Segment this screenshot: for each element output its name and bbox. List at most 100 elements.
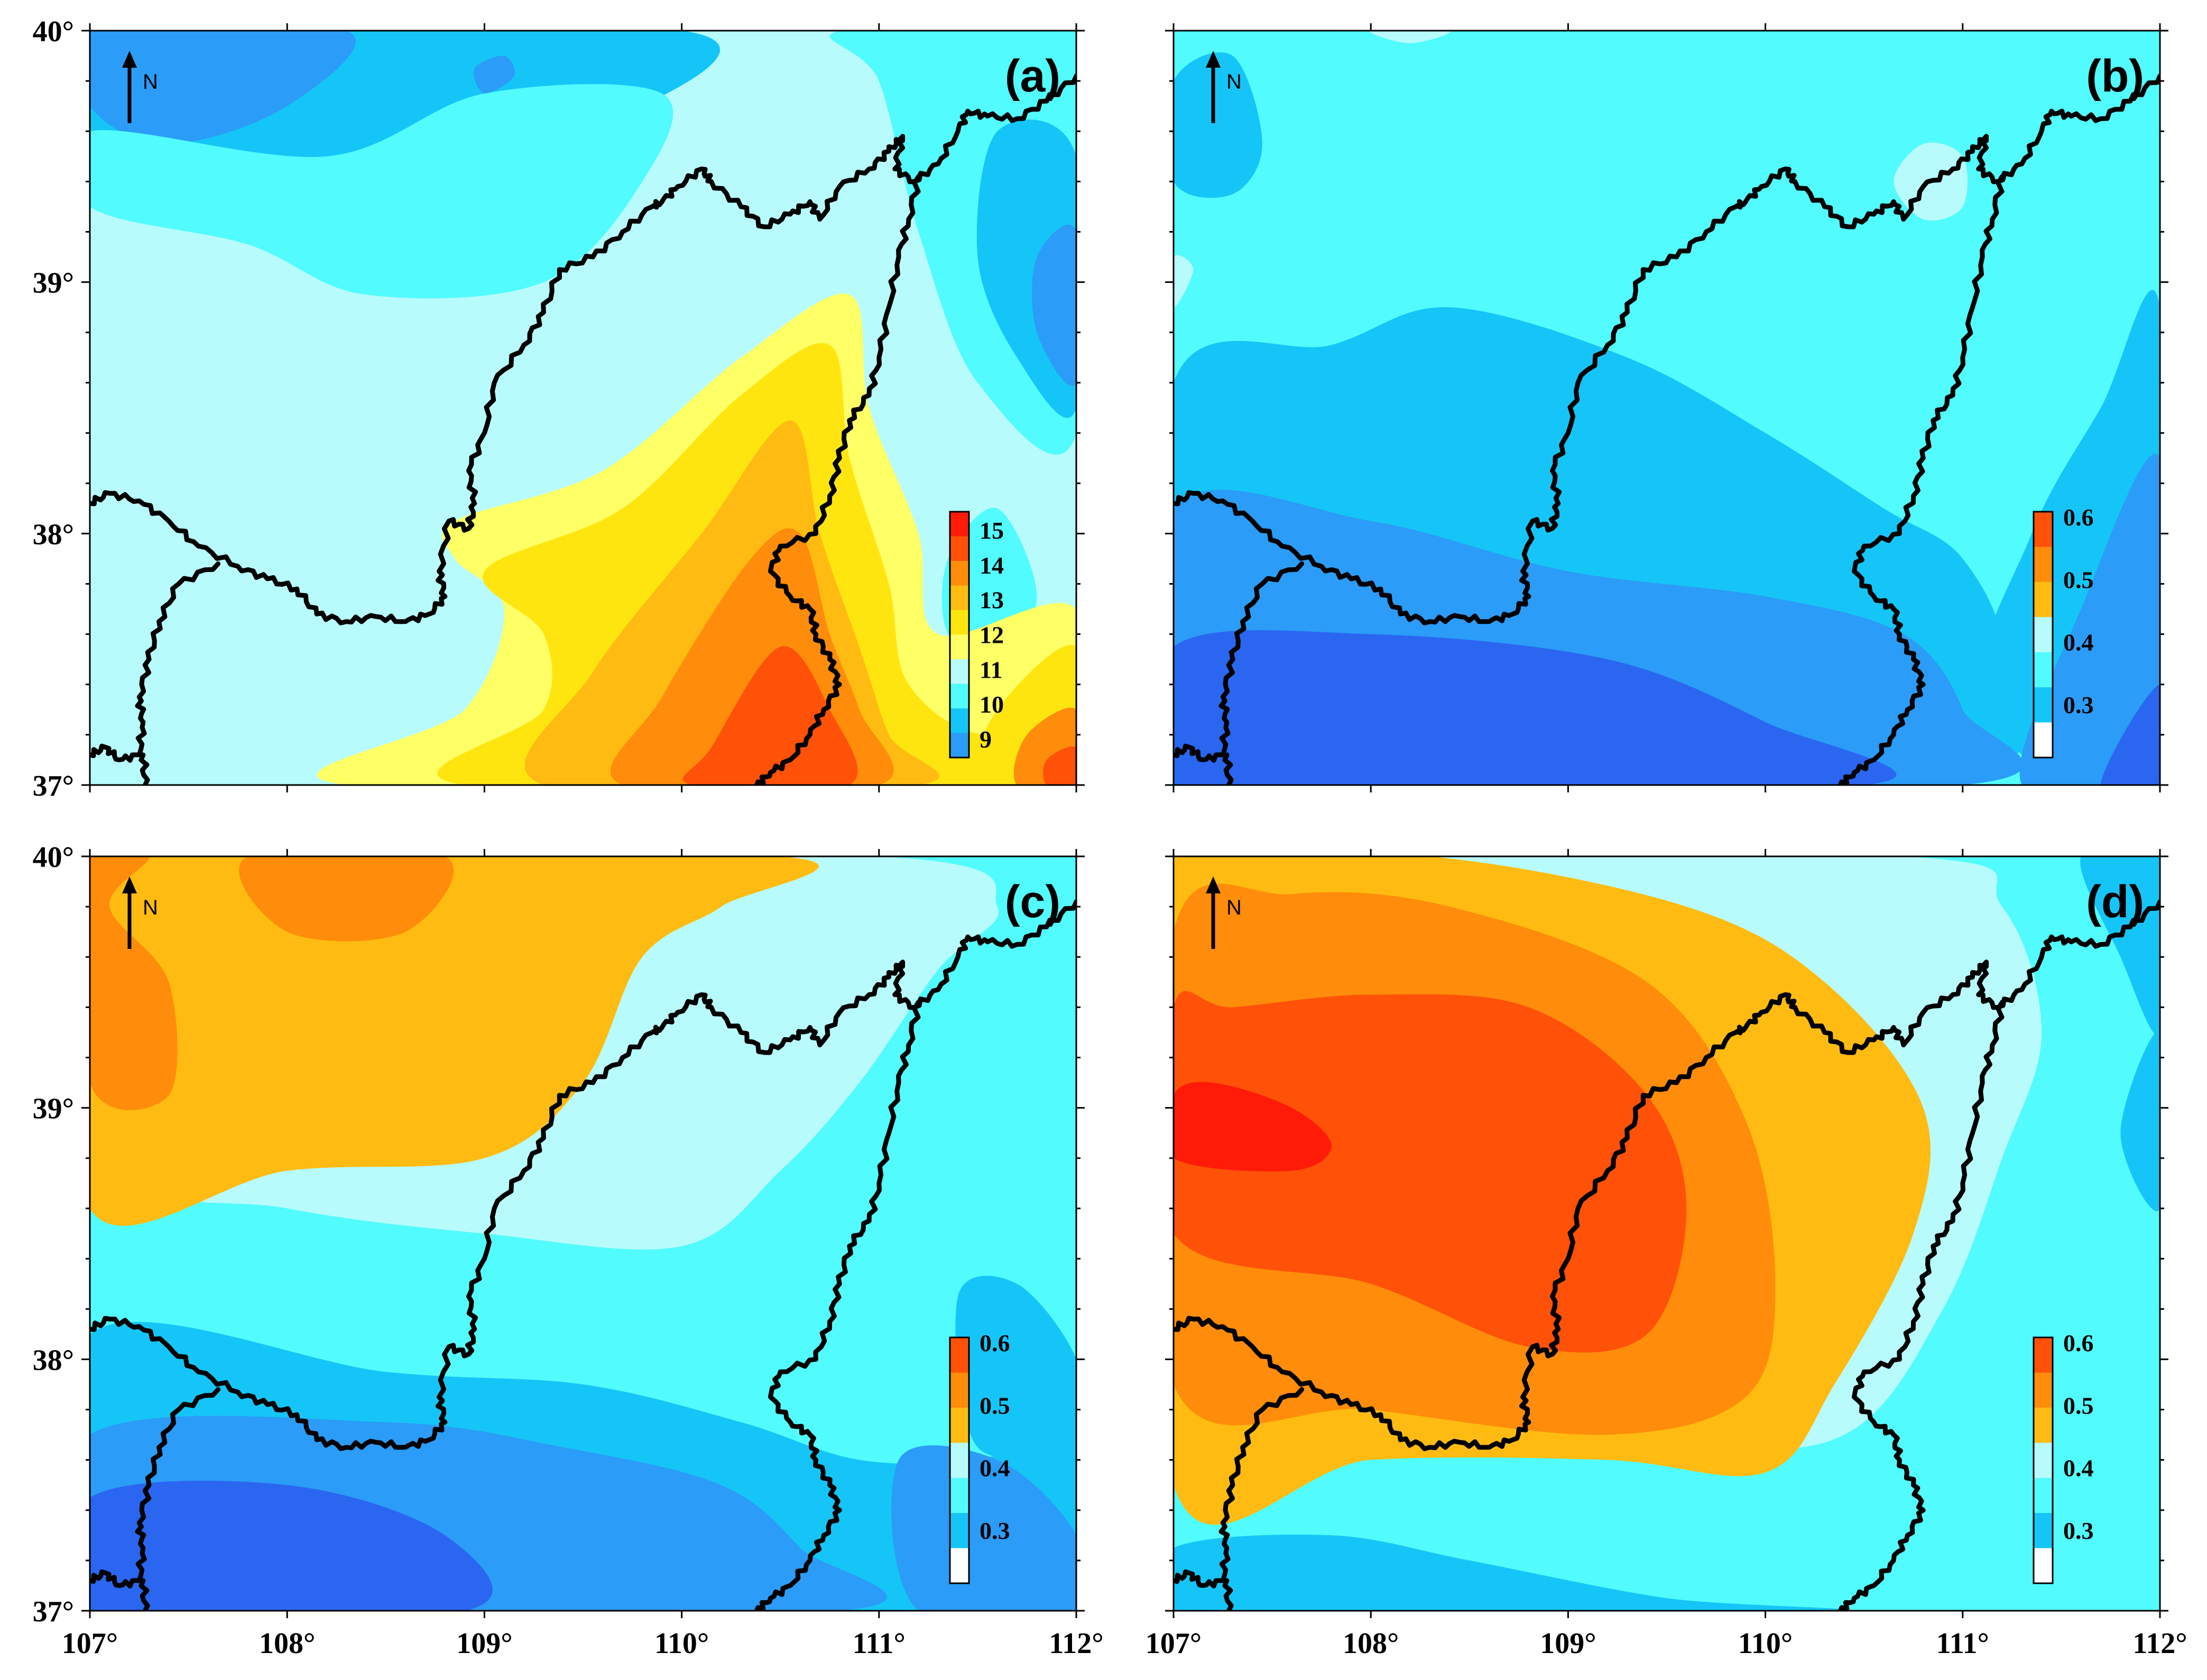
colorbar: 0.6 0.5 0.4 0.3	[2033, 504, 2094, 759]
contour-zone-15	[1043, 746, 1076, 785]
colorbar-segment	[2034, 617, 2053, 653]
map-panel-b: N (b) 0.6 0.5 0.4 0.3	[1165, 23, 2168, 792]
colorbar-segment	[950, 1407, 969, 1443]
contour-zone-2	[90, 856, 178, 1111]
longitude-tick-label: 111°	[1936, 1627, 1989, 1660]
longitude-tick-label: 108°	[1343, 1627, 1399, 1660]
boundary-line-2	[90, 1387, 221, 1589]
axis-ticks	[81, 849, 1085, 1618]
contour-zone-2	[1174, 630, 1897, 785]
contour-zone-2	[474, 56, 515, 94]
contour-zone-8	[1174, 1573, 1233, 1611]
colorbar-segment	[950, 561, 969, 586]
latitude-tick-label: 40°	[33, 841, 74, 874]
contour-zones	[1174, 31, 2160, 785]
boundary-line-1	[1837, 1000, 2005, 1611]
colorbar-label: 0.4	[2063, 1455, 2094, 1482]
boundary-line-0	[1174, 73, 2160, 625]
colorbar-segment	[950, 1513, 969, 1549]
latitude-tick-label: 38°	[33, 1344, 74, 1377]
boundary-line-1	[1837, 174, 2005, 785]
contour-zone-6	[1174, 52, 1262, 198]
panel-frame	[1172, 855, 2161, 1612]
contour-zone-5	[1174, 991, 1687, 1353]
contour-zone-1	[90, 31, 356, 144]
north-label: N	[1226, 896, 1242, 919]
contour-zone-3	[239, 856, 454, 941]
colorbar-segment	[950, 1372, 969, 1408]
colorbar-label: 0.5	[2063, 1392, 2094, 1419]
colorbar-label: 13	[980, 587, 1004, 614]
colorbar-label: 10	[980, 691, 1004, 718]
longitude-tick-label: 110°	[654, 1627, 709, 1660]
colorbar-label: 0.4	[980, 1455, 1010, 1482]
colorbar-label: 0.3	[980, 1517, 1010, 1544]
colorbar-segment	[950, 708, 969, 733]
colorbar-segment	[2034, 581, 2053, 617]
contour-zone-4	[996, 856, 1076, 1064]
colorbar-segment	[2034, 1478, 2053, 1513]
boundary-line-3	[1222, 1578, 1234, 1611]
colorbar-segment	[950, 733, 969, 758]
contour-zone-3	[90, 84, 673, 299]
north-label: N	[1226, 70, 1242, 94]
colorbar-label: 0.3	[2063, 1517, 2094, 1544]
colorbar-segment	[950, 634, 969, 660]
boundary-line-0	[90, 73, 1076, 625]
contour-zone-12	[682, 646, 858, 785]
map-panel-a: N (a) 15 14 13 12 11 10 9	[81, 23, 1085, 792]
boundary-line-1	[754, 174, 921, 785]
colorbar-segment	[2034, 1407, 2053, 1443]
boundary-line-3	[138, 1578, 150, 1611]
colorbar-segment	[2034, 1443, 2053, 1479]
colorbar-segment	[2034, 1548, 2053, 1584]
colorbar-label: 0.6	[2063, 1330, 2094, 1356]
colorbar-segment	[950, 512, 969, 537]
colorbar-label: 0.6	[980, 1330, 1010, 1356]
latitude-tick-label: 39°	[33, 1093, 74, 1125]
contour-zone-6	[955, 1276, 1076, 1458]
boundary-line-2	[90, 561, 221, 763]
panel-label: (b)	[2086, 51, 2144, 101]
axis-labels: 40°39°38°37°40°39°38°37°107° 108° 109° 110°…	[33, 15, 2187, 1660]
contour-zones	[90, 31, 1076, 785]
contour-zone-7	[1174, 1534, 1846, 1611]
boundary-line-0	[1174, 899, 2160, 1451]
boundary-line-3	[1222, 752, 1234, 785]
colorbar-segment	[950, 536, 969, 561]
colorbar-label: 15	[980, 517, 1004, 544]
contour-zone-7	[1174, 255, 1194, 308]
boundary-line-2	[1174, 561, 1305, 763]
boundary-line-0	[90, 899, 1076, 1451]
colorbar-segment	[950, 610, 969, 635]
colorbar-label: 14	[980, 552, 1004, 579]
panel-frame	[89, 30, 1077, 786]
north-arrow-icon	[122, 876, 137, 949]
contour-zones	[90, 856, 1076, 1611]
panel-label: (d)	[2086, 876, 2144, 927]
colorbar-segment	[2034, 1372, 2053, 1408]
latitude-tick-label: 40°	[33, 15, 74, 48]
longitude-tick-label: 107°	[1146, 1627, 1202, 1660]
latitude-tick-label: 39°	[33, 267, 74, 300]
contour-zone-6	[1032, 224, 1076, 386]
colorbar-segment	[2034, 512, 2053, 547]
contour-zone-9	[1370, 31, 1451, 43]
longitude-tick-label: 111°	[853, 1627, 906, 1660]
colorbar: 0.6 0.5 0.4 0.3	[949, 1330, 1010, 1584]
contour-zone-6	[1174, 1082, 1332, 1171]
longitude-tick-label: 112°	[2132, 1627, 2187, 1660]
longitude-tick-label: 107°	[62, 1627, 118, 1660]
colorbar-segment	[2034, 652, 2053, 688]
colorbar: 15 14 13 12 11 10 9	[949, 511, 1004, 759]
longitude-tick-label: 112°	[1049, 1627, 1103, 1660]
province-boundaries	[90, 899, 1076, 1611]
province-boundaries	[1174, 73, 2160, 785]
axis-ticks	[1165, 23, 2168, 792]
panel-label: (c)	[1005, 876, 1060, 927]
boundary-line-1	[754, 1000, 921, 1611]
colorbar-label: 12	[980, 622, 1004, 649]
colorbar-segment	[950, 659, 969, 684]
north-arrow-icon	[122, 51, 137, 123]
